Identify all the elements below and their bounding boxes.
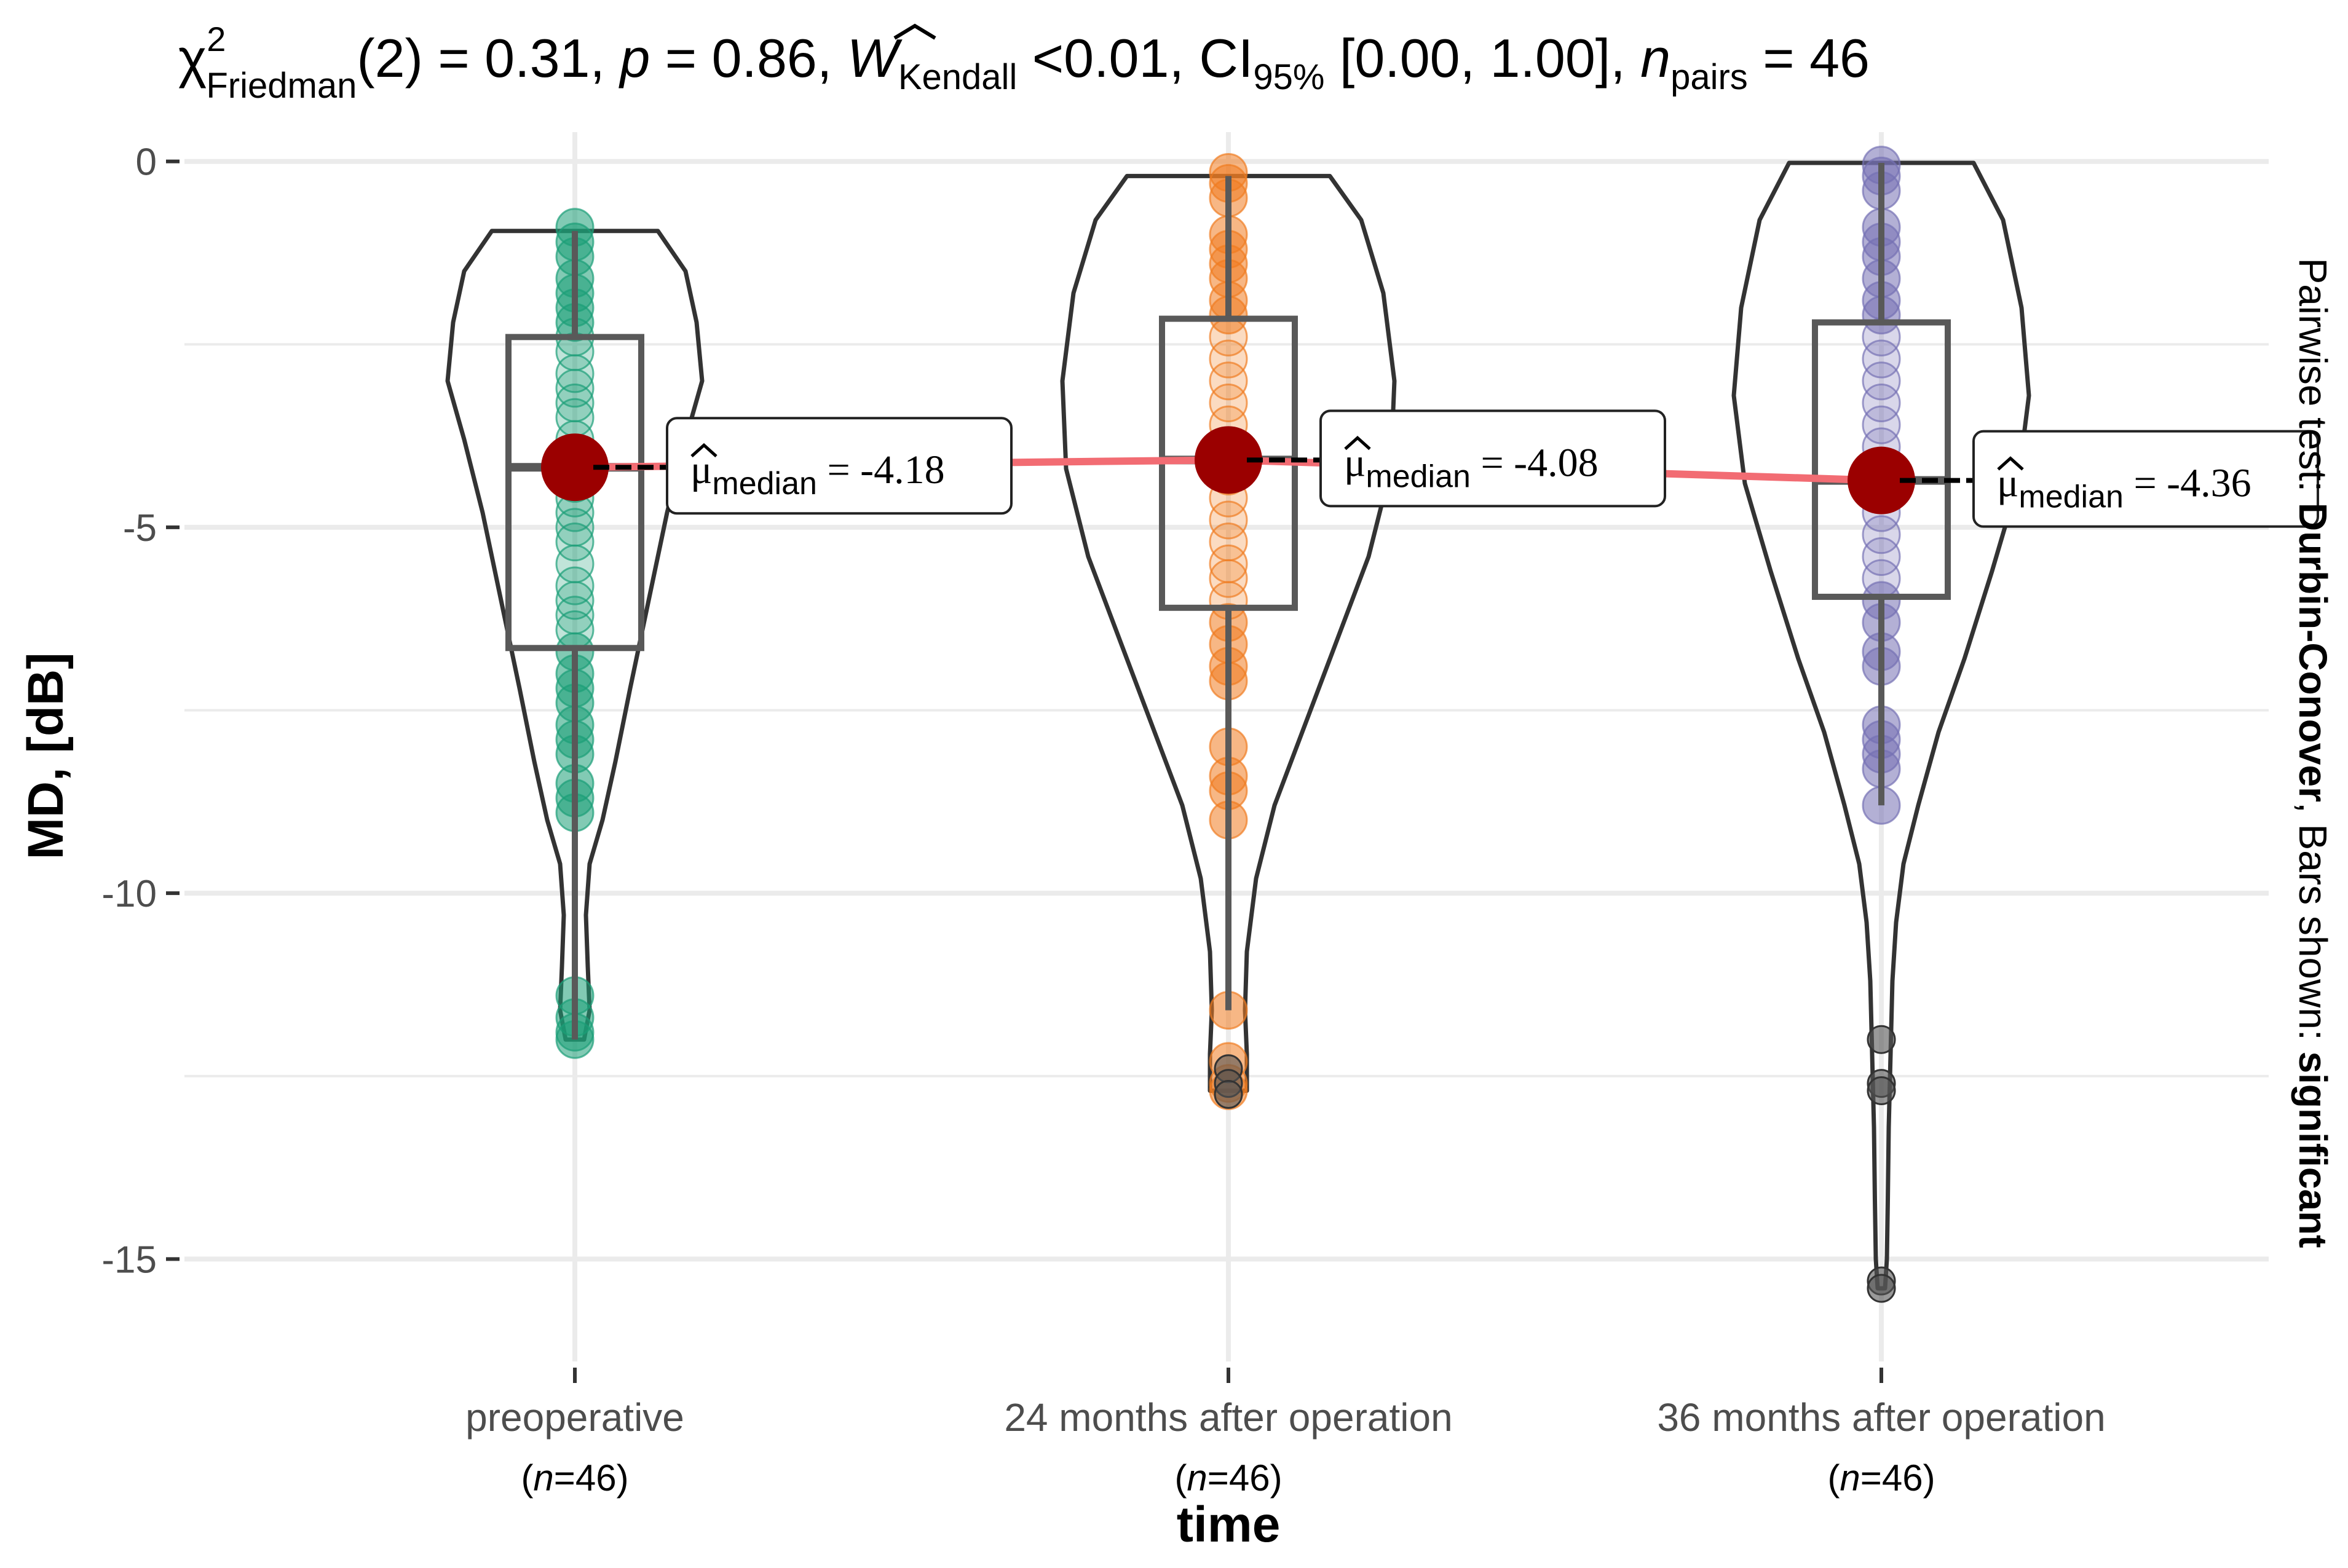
n-open: (: [1174, 1457, 1187, 1499]
title-w-val: <0.01, CI: [1017, 28, 1253, 89]
median-point: [1848, 446, 1915, 514]
title-n-sub: pairs: [1670, 57, 1748, 97]
title-p-val: = 0.86,: [650, 28, 847, 89]
title-p-sym: p: [618, 28, 650, 89]
x-category-label: 24 months after operation: [1004, 1395, 1452, 1440]
outlier-point: [1867, 1274, 1896, 1303]
n-open: (: [1827, 1457, 1840, 1499]
data-point: [1209, 339, 1248, 379]
title-ci-sub: 95%: [1253, 57, 1324, 97]
median-label: μmedian = -4.18: [666, 417, 1013, 515]
mu-symbol: μ: [1997, 461, 2018, 506]
median-value: = -4.08: [1471, 440, 1599, 485]
mu-symbol: μ: [690, 447, 712, 492]
title-w-sub: Kendall: [898, 57, 1017, 97]
n-symbol: n: [533, 1457, 553, 1499]
data-point: [555, 369, 595, 408]
y-axis-title: MD, [dB]: [18, 652, 74, 859]
data-point: [1862, 339, 1901, 379]
x-n-label: (n=46): [521, 1457, 628, 1499]
w-hat-icon: [893, 23, 936, 40]
median-label-box: [1972, 430, 2319, 528]
mu-hat-icon: [690, 443, 717, 458]
y-tick-label: -10: [101, 873, 157, 915]
n-rest: =46): [554, 1457, 629, 1499]
data-point: [1209, 361, 1248, 401]
x-n-label: (n=46): [1174, 1457, 1282, 1499]
data-point: [555, 354, 595, 393]
n-rest: =46): [1208, 1457, 1283, 1499]
outlier-point: [1867, 1076, 1896, 1106]
median-label-text: μmedian = -4.18: [690, 447, 945, 502]
box-1: [505, 334, 644, 652]
title-w-sym: W: [847, 28, 903, 89]
chart-title: χ2 Friedman(2) = 0.31, p = 0.86, WKendall…: [178, 20, 1870, 106]
pairwise-method: Durbin-Conover: [2291, 503, 2335, 802]
data-point: [1209, 500, 1248, 540]
title-chi-sub: Friedman: [206, 66, 357, 106]
data-point: [1862, 515, 1901, 554]
mu-hat-icon: [1997, 456, 2024, 471]
box-3: [1812, 319, 1951, 600]
median-point: [1195, 426, 1262, 494]
n-symbol: n: [1840, 1457, 1860, 1499]
median-subscript: median: [1366, 459, 1471, 494]
median-subscript: median: [2018, 479, 2124, 515]
data-point: [555, 566, 595, 605]
mu-symbol: μ: [1344, 440, 1366, 485]
outlier-point: [1214, 1079, 1243, 1109]
x-n-label: (n=46): [1827, 1457, 1935, 1499]
median-point: [541, 433, 609, 502]
y-tick-label: 0: [136, 141, 157, 184]
outlier-point: [1867, 1025, 1896, 1054]
median-label-text: μmedian = -4.08: [1344, 440, 1599, 494]
x-category-label: preoperative: [465, 1395, 684, 1440]
median-label-box: [1319, 409, 1666, 508]
median-markers: μmedian = -4.18 μmedian = -4.08 μmedian = …: [541, 409, 2319, 528]
data-point: [555, 522, 595, 562]
n-symbol: n: [1187, 1457, 1207, 1499]
pairwise-middle: , Bars shown:: [2291, 802, 2335, 1052]
mu-hat-icon: [1344, 435, 1371, 451]
title-n-val: = 46: [1748, 28, 1870, 89]
median-label-text: μmedian = -4.36: [1997, 461, 2251, 515]
data-point: [1862, 361, 1901, 401]
median-value: = -4.36: [2124, 461, 2251, 506]
y-tick-label: -15: [101, 1239, 157, 1281]
median-value: = -4.18: [817, 447, 945, 492]
pairwise-prefix: Pairwise test:: [2291, 258, 2335, 503]
pairwise-caption: Pairwise test: Durbin-Conover, Bars show…: [2291, 258, 2335, 1248]
y-tick-label: -5: [123, 507, 157, 550]
median-subscript: median: [712, 466, 817, 502]
title-chi-val: (2) = 0.31,: [357, 28, 620, 89]
title-chi-sup: 2: [207, 20, 226, 58]
title-n-sym: n: [1640, 28, 1670, 89]
x-axis-title: time: [1177, 1497, 1281, 1553]
data-point: [1862, 537, 1901, 576]
title-chi: χ: [178, 28, 207, 89]
data-point: [555, 581, 595, 620]
data-point: [1862, 383, 1901, 422]
median-label: μmedian = -4.36: [1972, 430, 2319, 528]
data-point: [1862, 405, 1901, 444]
x-category-label: 36 months after operation: [1657, 1395, 2105, 1440]
median-label-box: [666, 417, 1013, 515]
title-ci-val: [0.00, 1.00],: [1324, 28, 1640, 89]
data-point: [1209, 559, 1248, 598]
n-rest: =46): [1860, 1457, 1935, 1499]
data-point: [1209, 383, 1248, 422]
pairwise-result: significant: [2291, 1051, 2335, 1248]
median-label: μmedian = -4.08: [1319, 409, 1666, 508]
n-open: (: [521, 1457, 533, 1499]
